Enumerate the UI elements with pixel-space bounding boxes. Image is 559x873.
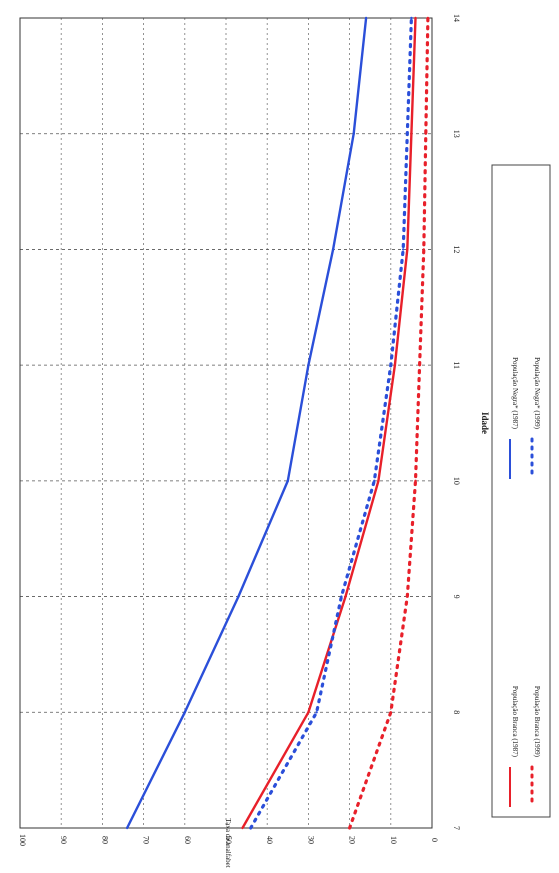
y-tick-label: 100 (18, 834, 27, 846)
data-point (249, 826, 252, 830)
legend-label-2: População Branca (1999) (533, 686, 541, 758)
legend-label-4: População Negra* (1999) (533, 357, 541, 430)
y-tick-label: 50 (224, 836, 233, 844)
data-point (418, 363, 421, 367)
data-point (307, 363, 310, 367)
x-tick-label: 14 (452, 14, 461, 22)
data-point (406, 132, 409, 135)
data-point (125, 826, 129, 830)
y-tick-label: 40 (265, 836, 274, 844)
legend: População Branca (1987) População Branca … (491, 164, 551, 818)
data-point (389, 363, 392, 367)
y-axis-label: Taxa de analfabetismo (%) (224, 818, 232, 868)
y-tick-label: 20 (348, 836, 357, 844)
data-point (414, 16, 417, 20)
data-point (422, 248, 425, 251)
y-tick-label: 0 (430, 838, 439, 842)
plot-frame (19, 17, 433, 829)
series-group (125, 16, 430, 830)
x-tick-label: 9 (452, 595, 461, 599)
series-line-3 (126, 17, 368, 829)
x-tick-label: 8 (452, 710, 461, 714)
data-point (401, 248, 405, 251)
series-line-1 (241, 17, 417, 829)
data-point (237, 595, 240, 598)
x-axis-label: Idade (480, 412, 490, 434)
data-point (340, 595, 343, 598)
data-point (348, 826, 351, 830)
data-point (393, 363, 397, 367)
data-point (331, 248, 335, 251)
x-tick-label: 13 (452, 130, 461, 138)
data-point (183, 711, 186, 714)
y-tick-label: 30 (306, 836, 315, 844)
y-tick-label: 60 (183, 836, 192, 844)
legend-box (491, 164, 551, 818)
series-line-4 (249, 16, 413, 830)
data-point (307, 711, 310, 714)
y-tick-labels: 0 10 20 30 40 50 60 70 80 90 100 (18, 834, 439, 846)
data-point (344, 595, 347, 598)
x-tick-labels: 7 8 9 10 11 12 13 14 (452, 14, 461, 830)
x-tick-label: 12 (452, 245, 461, 253)
legend-label-3: População Negra* (1987) (511, 357, 519, 430)
x-tick-label: 11 (452, 361, 461, 369)
data-point (364, 16, 368, 20)
data-point (424, 132, 428, 135)
y-tick-label: 10 (389, 836, 398, 844)
data-point (315, 711, 318, 714)
y-tick-label: 90 (59, 836, 68, 844)
y-tick-label: 80 (100, 836, 109, 844)
grid (19, 17, 433, 829)
data-point (377, 479, 380, 483)
data-point (406, 595, 409, 598)
data-point (410, 132, 413, 135)
data-point (373, 479, 376, 483)
legend-label-1: População Branca (1987) (511, 686, 519, 758)
data-point (352, 132, 355, 135)
data-point (286, 479, 289, 483)
data-point (414, 479, 417, 483)
x-tick-label: 7 (452, 826, 461, 830)
data-point (410, 16, 413, 20)
data-point (406, 248, 409, 251)
data-point (426, 16, 430, 20)
data-point (389, 711, 392, 714)
y-tick-label: 70 (142, 836, 151, 844)
data-point (241, 826, 244, 830)
x-tick-label: 10 (452, 477, 461, 485)
series-line-2 (348, 16, 430, 830)
